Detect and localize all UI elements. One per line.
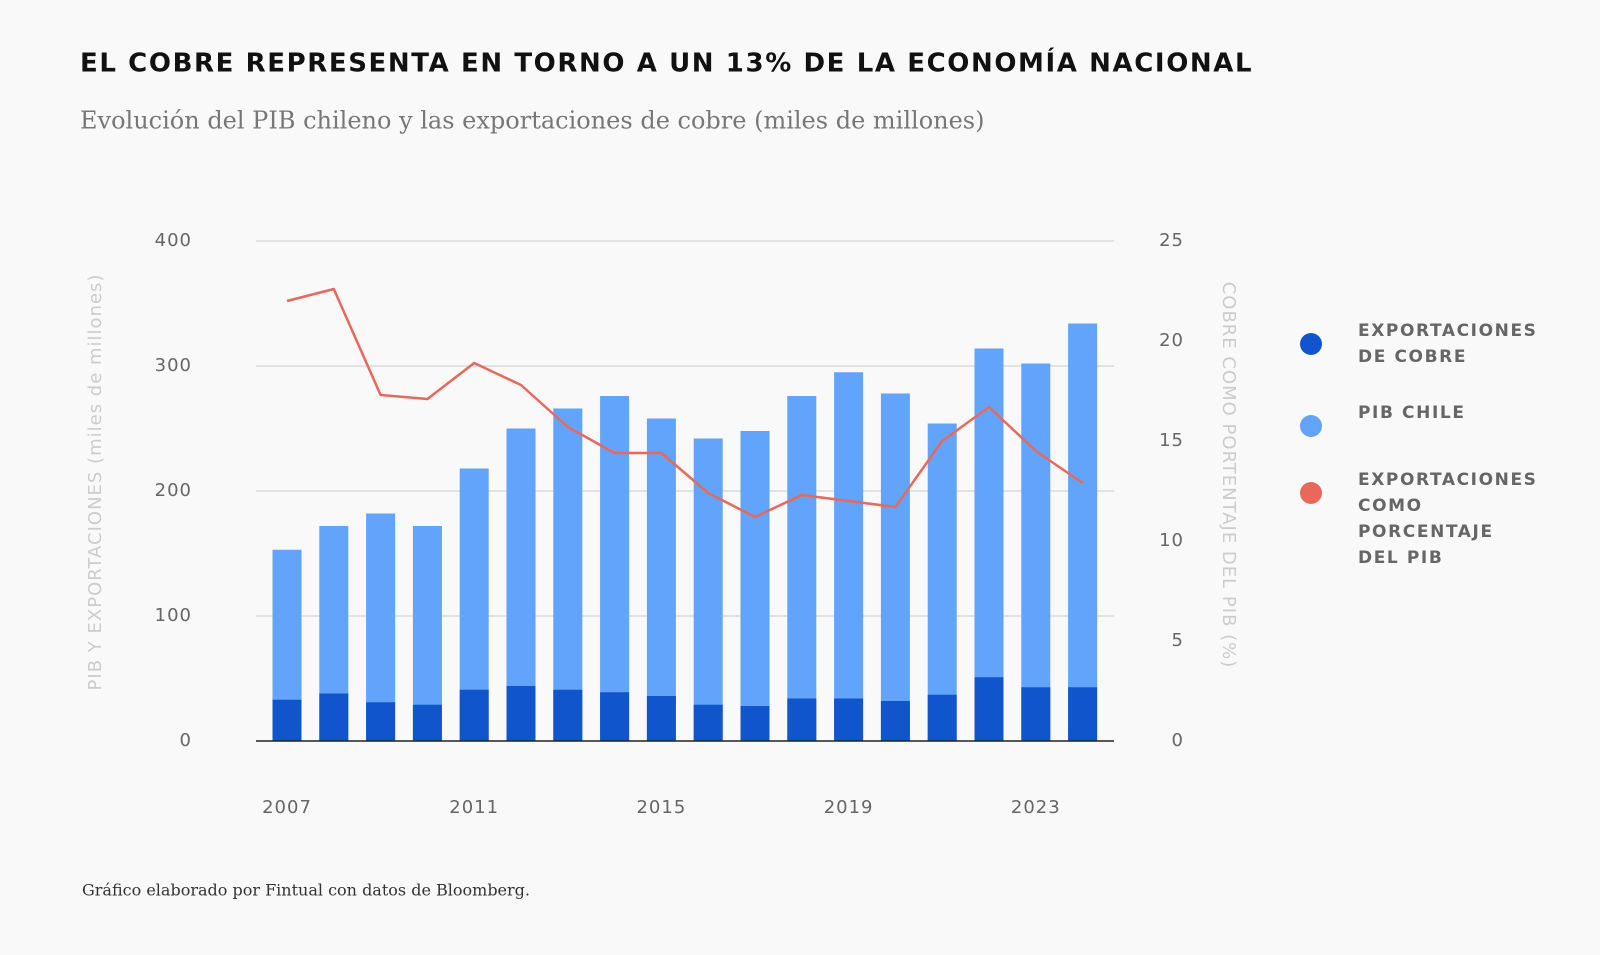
legend-swatch [1300, 333, 1322, 355]
line [286, 287, 1084, 519]
y2-tick-label: 10 [1159, 530, 1184, 551]
chart-title: EL COBRE REPRESENTA EN TORNO A UN 13% DE… [80, 47, 1253, 79]
bar [1068, 323, 1098, 741]
bar [927, 423, 957, 741]
y-axis-title: PIB Y EXPORTACIONES (miles de millones) [85, 274, 106, 691]
bar [740, 706, 770, 741]
y2-tick-label: 20 [1159, 330, 1184, 351]
bar [459, 689, 489, 741]
bar [366, 702, 396, 741]
bar [880, 393, 910, 741]
y-tick-label: 200 [155, 480, 192, 501]
bar [553, 689, 583, 741]
footnote: Gráfico elaborado por Fintual con datos … [82, 881, 530, 900]
bar [834, 698, 864, 741]
y2-tick-label: 25 [1159, 230, 1184, 251]
bar [740, 431, 770, 741]
legend-label: EXPORTACIONES COMO PORCENTAJE DEL PIB [1358, 470, 1538, 568]
bar [787, 698, 817, 741]
legend: EXPORTACIONES DE COBRE PIB CHILE EXPORTACI… [1300, 318, 1540, 601]
y2-tick-label: 0 [1172, 730, 1184, 751]
x-tick-label: 2011 [449, 797, 499, 818]
legend-item: PIB CHILE [1300, 400, 1540, 437]
bar [787, 396, 817, 741]
bar [319, 693, 349, 741]
chart-subtitle: Evolución del PIB chileno y las exportac… [80, 107, 984, 135]
bar [646, 696, 676, 741]
y2-tick-label: 5 [1172, 630, 1184, 651]
y-tick-label: 300 [155, 355, 192, 376]
bar [927, 694, 957, 741]
legend-label: PIB CHILE [1358, 403, 1466, 423]
y-tick-label: 100 [155, 605, 192, 626]
y-tick-label: 0 [180, 730, 192, 751]
bar [600, 692, 630, 741]
legend-label: EXPORTACIONES DE COBRE [1358, 321, 1538, 367]
y2-tick-label: 15 [1159, 430, 1184, 451]
bar [1021, 687, 1051, 741]
bar [506, 686, 536, 741]
bar [834, 372, 864, 741]
bar [272, 699, 302, 741]
bar [693, 704, 723, 741]
bar [693, 438, 723, 741]
legend-item: EXPORTACIONES COMO PORCENTAJE DEL PIB [1300, 467, 1540, 571]
x-tick-label: 2023 [1011, 797, 1061, 818]
bar [646, 418, 676, 741]
legend-swatch [1300, 415, 1322, 437]
x-tick-label: 2007 [262, 797, 312, 818]
bar [880, 701, 910, 741]
y2-axis-title: COBRE COMO PORTENTAJE DEL PIB (%) [1218, 282, 1239, 669]
bar [553, 408, 583, 741]
legend-item: EXPORTACIONES DE COBRE [1300, 318, 1540, 370]
bar [974, 677, 1004, 741]
x-tick-label: 2015 [636, 797, 686, 818]
bar [412, 704, 442, 741]
bar [1021, 363, 1051, 741]
y-tick-label: 400 [155, 230, 192, 251]
x-tick-label: 2019 [824, 797, 874, 818]
legend-swatch [1300, 482, 1322, 504]
bar [1068, 687, 1098, 741]
